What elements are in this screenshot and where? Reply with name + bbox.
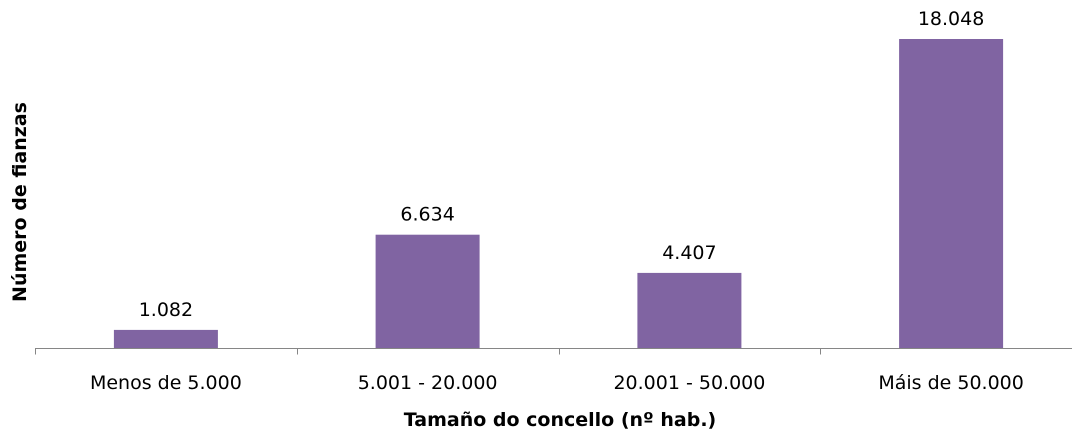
bars-layer	[113, 39, 1004, 349]
bar	[899, 39, 1004, 349]
x-axis-tick-label: 20.001 - 50.000	[613, 372, 765, 394]
bar	[375, 234, 480, 349]
x-axis-tick-label: Máis de 50.000	[878, 372, 1024, 394]
y-axis-title: Número de fianzas	[9, 102, 31, 302]
x-axis-tick-labels: Menos de 5.000 5.001 - 20.000 20.001 - 50.…	[90, 372, 1024, 394]
bar	[113, 329, 218, 349]
data-label: 4.407	[662, 242, 716, 264]
data-labels-layer: 1.082 6.634 4.407 18.048	[139, 8, 985, 321]
x-axis-tick-label: 5.001 - 20.000	[358, 372, 498, 394]
x-axis-ticks	[35, 348, 821, 355]
data-label: 18.048	[918, 8, 984, 30]
x-axis-title: Tamaño do concello (nº hab.)	[404, 409, 717, 431]
data-label: 6.634	[400, 204, 454, 226]
bar	[637, 272, 742, 349]
x-axis-tick-label: Menos de 5.000	[90, 372, 242, 394]
data-label: 1.082	[139, 299, 193, 321]
